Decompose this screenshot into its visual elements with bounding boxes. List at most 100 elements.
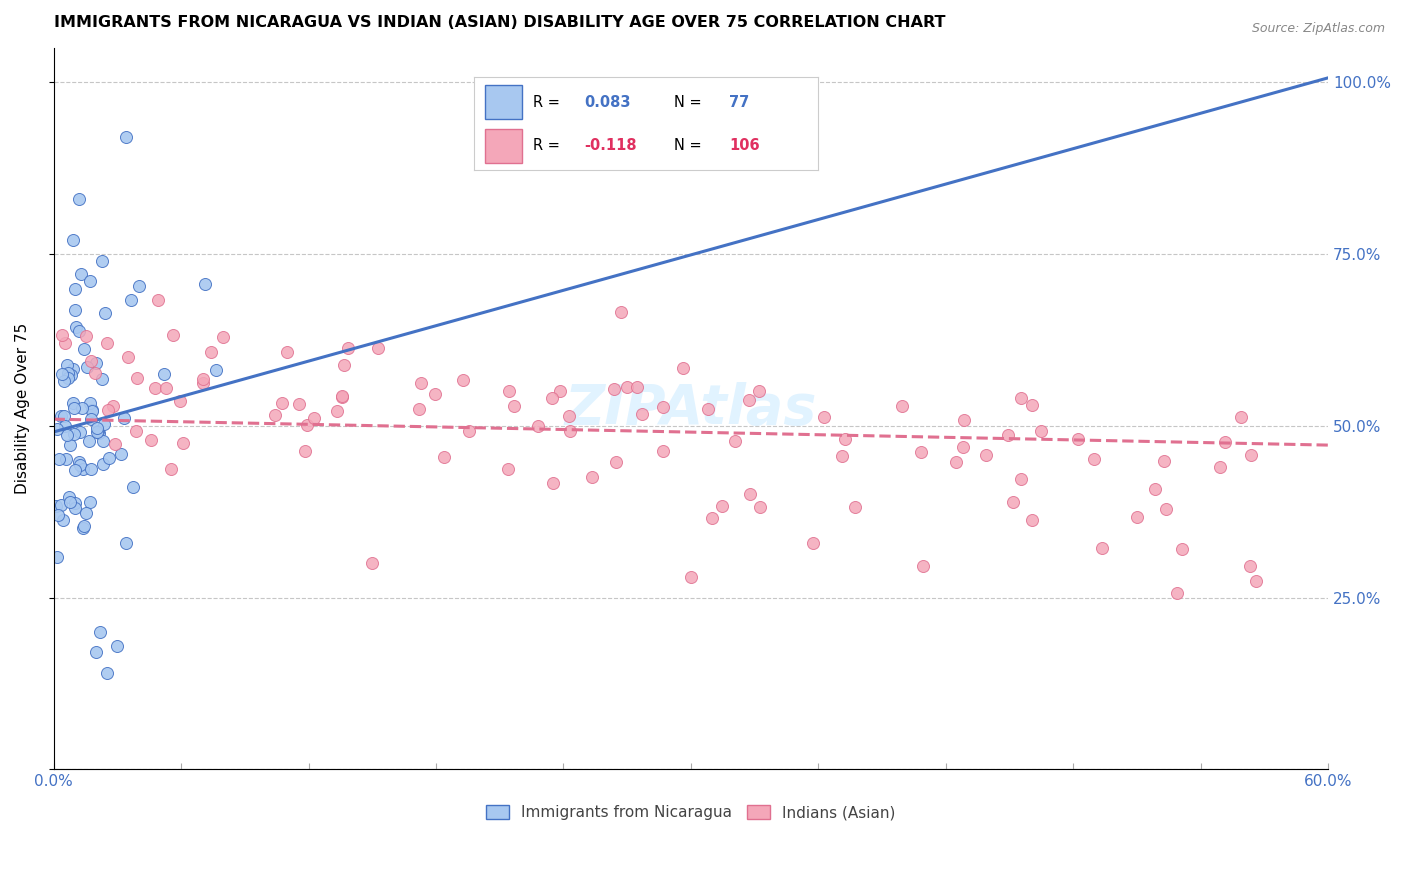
Point — [651, 443, 673, 458]
Point — [94, 306, 117, 320]
Point — [52, 409, 75, 423]
Point — [70, 267, 93, 281]
Point — [56, 358, 79, 372]
Point — [409, 376, 432, 390]
Point — [65, 496, 87, 510]
Point — [1091, 541, 1114, 555]
Point — [45, 499, 67, 513]
Point — [84, 356, 107, 370]
Point — [264, 408, 287, 422]
Point — [72, 521, 94, 535]
Point — [200, 345, 222, 359]
Point — [96, 336, 118, 351]
Point — [813, 410, 835, 425]
Point — [541, 476, 564, 491]
Point — [67, 455, 90, 469]
Point — [616, 380, 638, 394]
Point — [1029, 424, 1052, 438]
Point — [120, 293, 142, 307]
Point — [560, 424, 582, 438]
Point — [128, 279, 150, 293]
Point — [53, 336, 76, 351]
Point — [527, 419, 550, 434]
Point — [603, 382, 626, 396]
Point — [91, 434, 114, 448]
Point — [62, 233, 84, 247]
Point — [1010, 472, 1032, 486]
Point — [605, 455, 627, 469]
Point — [117, 350, 139, 364]
Point — [749, 500, 772, 515]
Point — [361, 556, 384, 570]
Point — [86, 425, 108, 440]
Point — [433, 450, 456, 465]
Point — [80, 412, 103, 426]
Point — [91, 371, 114, 385]
Y-axis label: Disability Age Over 75: Disability Age Over 75 — [15, 323, 30, 494]
Point — [910, 445, 932, 459]
Point — [457, 424, 479, 438]
Point — [83, 366, 105, 380]
Point — [288, 397, 311, 411]
Point — [127, 370, 149, 384]
Point — [63, 303, 86, 318]
Point — [831, 450, 853, 464]
Point — [77, 434, 100, 449]
Point — [59, 438, 82, 452]
Point — [115, 535, 138, 549]
Point — [270, 395, 292, 409]
Point — [711, 499, 734, 513]
Point — [89, 426, 111, 441]
Point — [557, 409, 579, 424]
Point — [696, 402, 718, 417]
Point — [297, 417, 319, 432]
Point — [162, 327, 184, 342]
Point — [834, 432, 856, 446]
Point — [1021, 513, 1043, 527]
Point — [626, 380, 648, 394]
Point — [890, 399, 912, 413]
Legend: Immigrants from Nicaragua, Indians (Asian): Immigrants from Nicaragua, Indians (Asia… — [479, 799, 903, 827]
Point — [110, 446, 132, 460]
Point — [1144, 482, 1167, 496]
Point — [80, 404, 103, 418]
Point — [294, 443, 316, 458]
Point — [97, 451, 120, 466]
Point — [104, 437, 127, 451]
Point — [748, 384, 770, 399]
Point — [1002, 494, 1025, 508]
Point — [1171, 542, 1194, 557]
Point — [112, 411, 135, 425]
Point — [80, 403, 103, 417]
Point — [581, 470, 603, 484]
Point — [191, 372, 214, 386]
Point — [1083, 452, 1105, 467]
Text: Source: ZipAtlas.com: Source: ZipAtlas.com — [1251, 22, 1385, 36]
Point — [1230, 409, 1253, 424]
Point — [160, 462, 183, 476]
Point — [912, 559, 935, 574]
Point — [672, 360, 695, 375]
Point — [58, 490, 80, 504]
Point — [62, 362, 84, 376]
Point — [76, 360, 98, 375]
Point — [153, 367, 176, 381]
Point — [105, 639, 128, 653]
Point — [93, 417, 115, 431]
Point — [51, 498, 73, 512]
Point — [53, 374, 76, 388]
Point — [59, 495, 82, 509]
Point — [997, 427, 1019, 442]
Point — [330, 389, 353, 403]
Point — [46, 508, 69, 522]
Point — [63, 401, 86, 415]
Point — [952, 441, 974, 455]
Point — [630, 408, 652, 422]
Point — [1240, 448, 1263, 462]
Point — [72, 461, 94, 475]
Point — [114, 130, 136, 145]
Point — [332, 358, 354, 372]
Point — [212, 330, 235, 344]
Point — [1213, 435, 1236, 450]
Point — [194, 277, 217, 291]
